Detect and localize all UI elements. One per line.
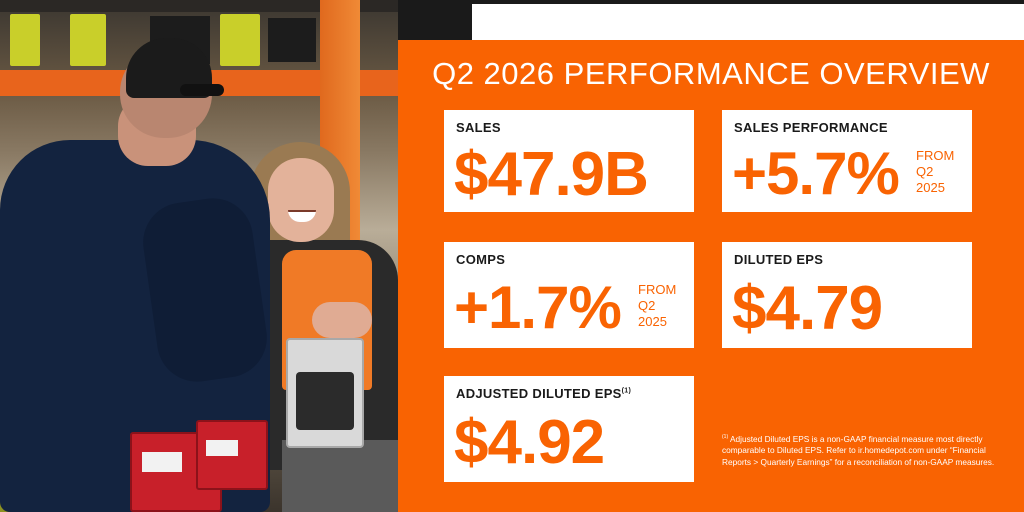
header-dark-strip — [398, 0, 472, 40]
comps-card: COMPS +1.7% FROM Q2 2025 — [444, 242, 694, 348]
header-margin — [398, 0, 1024, 40]
battery-pack — [296, 372, 354, 430]
shelf-product — [10, 14, 40, 66]
header-dark-line — [472, 0, 1024, 4]
hero-photo — [0, 0, 398, 512]
sales-performance-card: SALES PERFORMANCE +5.7% FROM Q2 2025 — [722, 110, 972, 212]
comps-label: COMPS — [456, 252, 506, 267]
shelf-product — [220, 14, 260, 66]
sales-label: SALES — [456, 120, 501, 135]
adjusted-diluted-eps-card: ADJUSTED DILUTED EPS(1) $4.92 — [444, 376, 694, 482]
associate-smile — [288, 210, 316, 222]
sales-performance-label: SALES PERFORMANCE — [734, 120, 888, 135]
shelf-product — [268, 18, 316, 62]
associate-hand — [312, 302, 372, 338]
sales-card: SALES $47.9B — [444, 110, 694, 212]
sales-value: $47.9B — [454, 140, 649, 209]
footnote-text: Adjusted Diluted EPS is a non-GAAP finan… — [722, 433, 995, 467]
footnote-marker: (1) — [722, 434, 729, 440]
shelf-product — [70, 14, 106, 66]
adjusted-diluted-eps-value: $4.92 — [454, 408, 605, 477]
footnote-marker: (1) — [621, 387, 632, 395]
sales-performance-value: +5.7% — [732, 140, 900, 207]
sales-performance-comparison: FROM Q2 2025 — [916, 148, 955, 195]
customer-cap-brim — [180, 84, 224, 96]
product-box-label — [142, 452, 182, 472]
adjusted-diluted-eps-label: ADJUSTED DILUTED EPS(1) — [456, 386, 632, 401]
checkout-counter — [282, 440, 398, 512]
footnote: (1) Adjusted Diluted EPS is a non-GAAP f… — [722, 432, 1002, 468]
shelf-top — [0, 0, 398, 12]
diluted-eps-label: DILUTED EPS — [734, 252, 824, 267]
diluted-eps-card: DILUTED EPS $4.79 — [722, 242, 972, 348]
diluted-eps-value: $4.79 — [732, 274, 883, 343]
product-box-label — [206, 440, 238, 456]
comps-value: +1.7% — [454, 274, 622, 341]
page-title: Q2 2026 PERFORMANCE OVERVIEW — [432, 56, 990, 91]
comps-comparison: FROM Q2 2025 — [638, 282, 677, 329]
associate-face — [268, 158, 334, 242]
